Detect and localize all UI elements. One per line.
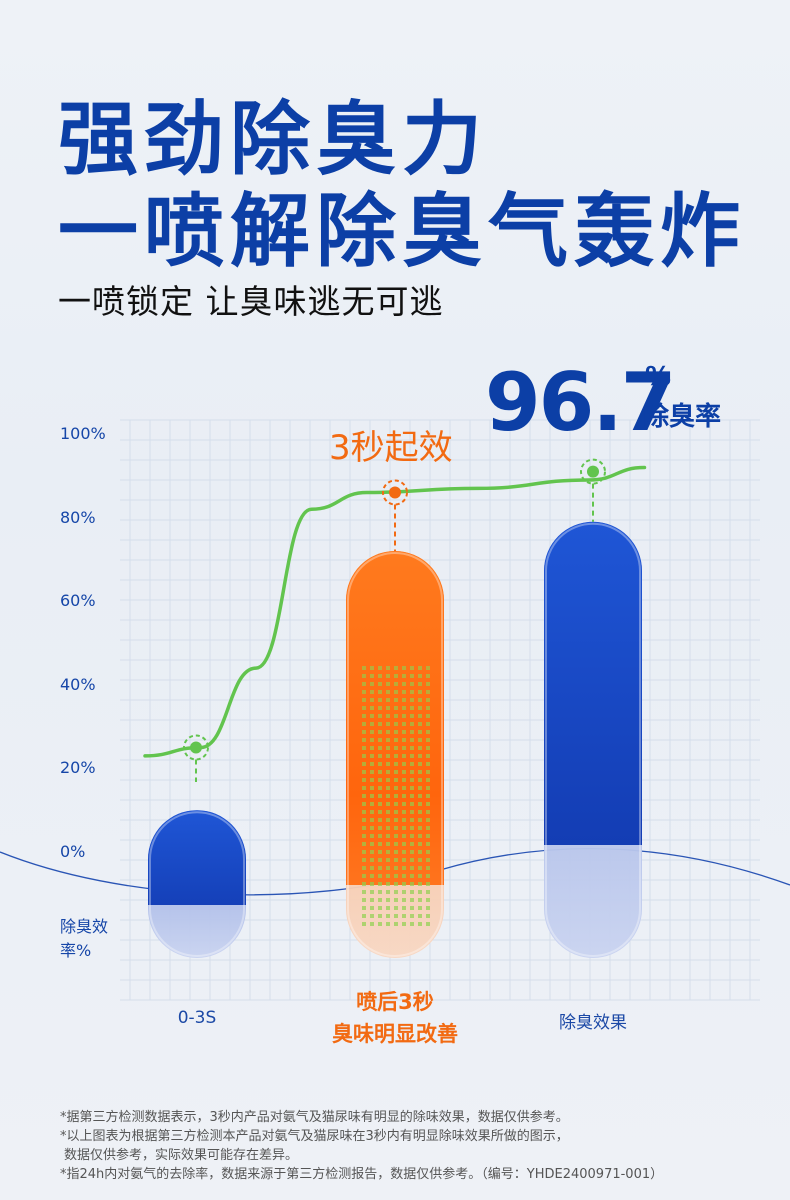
footnote: *指24h内对氨气的去除率，数据来源于第三方检测报告，数据仅供参考。（编号：YH… [60, 1167, 664, 1182]
x-tick-label: 0-3S [107, 1008, 287, 1028]
y-axis-label: 除臭效率% [60, 917, 109, 960]
bar-outline [545, 522, 641, 958]
bar-2 [544, 521, 642, 845]
marker-dot [587, 465, 599, 478]
y-tick-label: 80% [60, 507, 96, 527]
x-tick-label-line: 0-3S [177, 1008, 217, 1028]
trend-curve [143, 465, 647, 758]
bar-0 [148, 810, 246, 905]
marker-dot [190, 741, 202, 754]
footnote: *据第三方检测数据表示，3秒内产品对氨气及猫尿味有明显的除味效果，数据仅供参考。 [60, 1110, 569, 1125]
x-tick-label-line: 臭味明显改善 [332, 1022, 458, 1046]
bar-outline [347, 552, 443, 957]
y-tick-label: 20% [60, 758, 96, 778]
y-tick-label: 100% [60, 424, 106, 443]
page-title-line2: 一喷解除臭气轰炸 [58, 185, 746, 278]
x-tick-label-line: 喷后3秒 [356, 990, 434, 1014]
y-tick-label: 40% [60, 674, 96, 694]
highlight-unit: % [645, 362, 672, 392]
x-tick-label-line: 除臭效果 [559, 1013, 627, 1033]
marker-ring [183, 734, 209, 761]
three-second-label: 3秒起效 [329, 428, 453, 468]
y-tick-label: 0% [60, 842, 86, 861]
footnotes: *据第三方检测数据表示，3秒内产品对氨气及猫尿味有明显的除味效果，数据仅供参考。… [60, 1108, 760, 1184]
page-subtitle: 一喷锁定 让臭味逃无可逃 [58, 282, 444, 321]
marker-ring [580, 458, 606, 485]
bar-dot-texture [358, 663, 432, 928]
highlight-label: 除臭率 [643, 402, 722, 432]
footnote: 数据仅供参考，实际效果可能存在差异。 [64, 1148, 299, 1163]
highlight-value: 96.7 [485, 356, 676, 449]
y-tick-label: 60% [60, 591, 96, 611]
x-tick-label: 除臭效果 [503, 1008, 683, 1033]
x-tick-label: 喷后3秒臭味明显改善 [305, 986, 485, 1050]
page-title-line1: 强劲除臭力 [58, 93, 488, 186]
chart-canvas [0, 419, 790, 1001]
marker-dot [389, 486, 401, 499]
marker-ring [382, 479, 408, 506]
footnote: *以上图表为根据第三方检测本产品对氨气及猫尿味在3秒内有明显除味效果所做的图示， [60, 1129, 569, 1144]
bar-outline [149, 811, 245, 958]
